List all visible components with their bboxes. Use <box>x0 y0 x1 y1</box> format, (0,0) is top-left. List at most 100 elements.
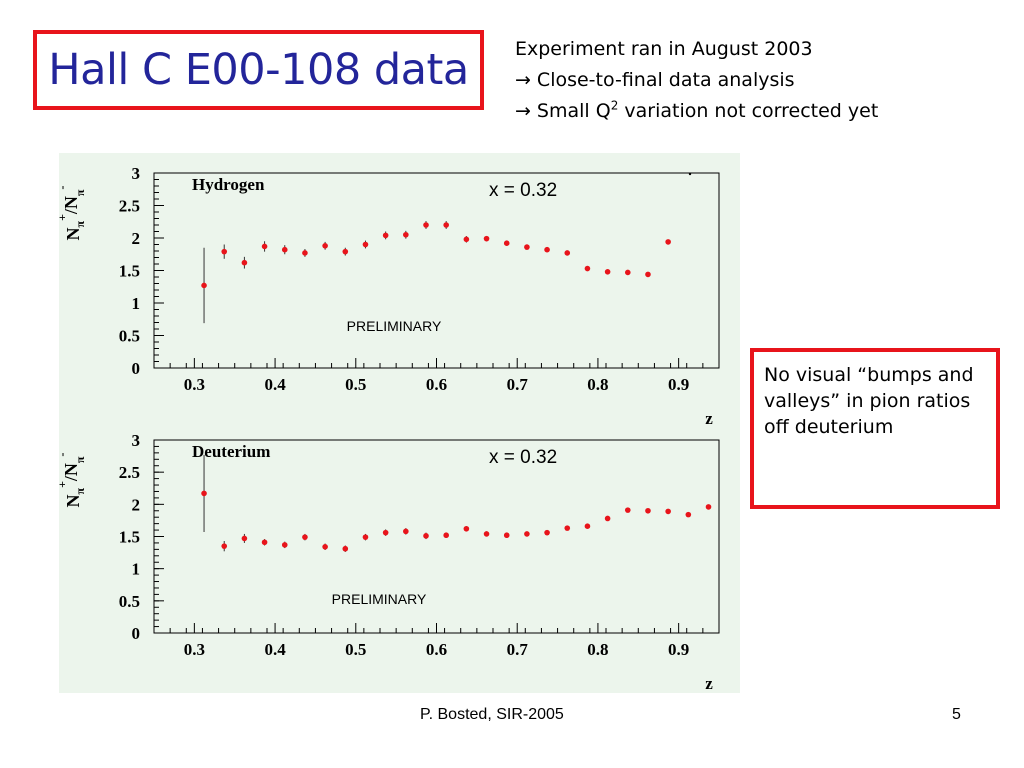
data-point <box>604 515 611 522</box>
data-point <box>705 504 712 510</box>
y-axis-label-part: - <box>59 453 69 457</box>
data-point <box>685 511 692 518</box>
data-point <box>524 244 530 250</box>
data-point <box>645 271 651 278</box>
data-point <box>342 545 349 552</box>
data-point <box>604 269 611 275</box>
y-axis-label-part: π <box>73 189 87 196</box>
data-point <box>645 507 651 514</box>
data-point <box>261 243 268 250</box>
plots-svg: 00.511.522.530.30.40.50.60.70.80.9zNπ+/N… <box>55 164 720 693</box>
data-point <box>281 542 288 548</box>
y-tick-label: 2.5 <box>119 197 140 216</box>
data-point <box>665 508 671 515</box>
plot-area: 00.511.522.530.30.40.50.60.70.80.9zNπ+/N… <box>55 153 740 693</box>
x-value-annotation: x = 0.32 <box>489 447 557 468</box>
data-point <box>443 222 449 228</box>
x-tick-label: 0.5 <box>345 640 366 659</box>
data-point <box>443 532 449 539</box>
chart-panel-deuterium: 0 0.5 1 1.5 2 2.5 3 0.3 0.4 0.5 0.6 0.7 0.8 0.9 z Nπ +/N… <box>55 431 720 693</box>
data-point <box>483 531 490 537</box>
data-point <box>241 535 248 542</box>
y-tick-label: 1.5 <box>119 528 140 547</box>
y-tick-label: 1 <box>132 560 141 579</box>
page-number: 5 <box>952 706 961 723</box>
x-value-annotation: x = 0.32 <box>489 180 557 201</box>
preliminary-watermark: PRELIMINARY <box>347 318 442 334</box>
x-tick-label: 0.8 <box>587 375 608 394</box>
data-point <box>302 250 308 256</box>
data-point <box>322 243 328 249</box>
note-text-3b: variation not corrected yet <box>618 100 879 122</box>
data-point <box>403 231 409 238</box>
note-line-2: → Close-to-final data analysis <box>515 65 878 96</box>
x-tick-label: 0.3 <box>184 640 205 659</box>
preliminary-watermark: PRELIMINARY <box>332 591 427 607</box>
y-axis-label: Nπ+/Nπ- <box>59 453 87 508</box>
data-point <box>463 236 470 243</box>
data-point <box>503 532 510 539</box>
data-point <box>503 240 510 246</box>
data-point <box>624 507 631 513</box>
chart-panel-hydrogen: 0 0.5 1 1.5 2 2.5 3 0.3 0.4 0.5 0.6 0.7 0.8 0.9 z Nπ +/N… <box>55 164 720 428</box>
note-text-3a: Small Q <box>536 100 611 122</box>
y-axis-label-part: π <box>73 456 87 463</box>
stray-mark <box>688 172 692 176</box>
data-point <box>342 248 349 255</box>
data-point <box>665 239 671 245</box>
note-text-1: Experiment ran in August 2003 <box>515 38 813 60</box>
data-point <box>221 248 228 255</box>
y-axis-label-part: π <box>73 488 87 495</box>
x-tick-label: 0.6 <box>426 375 447 394</box>
data-point <box>382 529 389 536</box>
plot-frame <box>153 172 720 369</box>
x-tick-label: 0.3 <box>184 375 205 394</box>
data-point <box>281 246 288 253</box>
data-point <box>584 523 591 530</box>
x-tick-label: 0.6 <box>426 640 447 659</box>
panel-label: Hydrogen <box>192 175 265 194</box>
y-axis-label-part: + <box>59 481 69 488</box>
x-tick-label: 0.7 <box>507 640 529 659</box>
data-point <box>544 246 550 253</box>
x-tick-label: 0.9 <box>668 640 689 659</box>
y-axis-label-part: - <box>59 186 69 190</box>
callout-box: No visual “bumps and valleys” in pion ra… <box>750 348 1000 509</box>
y-axis-label-part: N <box>63 495 83 508</box>
data-point <box>221 543 228 549</box>
x-tick-label: 0.5 <box>345 375 366 394</box>
data-point <box>382 232 389 239</box>
y-axis-label: Nπ+/Nπ- <box>59 186 87 241</box>
data-point <box>564 525 571 531</box>
y-tick-label: 1 <box>132 294 141 313</box>
data-point <box>564 250 571 256</box>
y-tick-label: 3 <box>132 431 141 450</box>
right-arrow-icon: → <box>515 69 531 91</box>
y-axis-label-part: /N <box>61 463 81 482</box>
y-axis-label-part: /N <box>61 196 81 215</box>
data-point <box>261 539 268 546</box>
data-point <box>524 531 530 537</box>
data-point <box>201 490 207 497</box>
x-axis-label: z <box>705 409 713 428</box>
note-line-1: Experiment ran in August 2003 <box>515 34 878 65</box>
data-point <box>403 528 409 535</box>
y-axis-label-part: + <box>59 214 69 221</box>
right-arrow-icon: → <box>515 100 531 122</box>
data-point <box>302 534 308 540</box>
data-point <box>463 525 470 532</box>
y-tick-label: 2.5 <box>119 463 140 482</box>
y-tick-label: 0 <box>132 359 141 378</box>
x-tick-label: 0.4 <box>264 640 286 659</box>
x-tick-label: 0.7 <box>507 375 529 394</box>
slide-title: Hall C E00-108 data <box>48 45 469 95</box>
y-axis-label-part: N <box>63 228 83 241</box>
data-point <box>362 534 369 540</box>
data-point <box>544 529 550 536</box>
note-text-2: Close-to-final data analysis <box>536 69 795 91</box>
callout-text: No visual “bumps and valleys” in pion ra… <box>764 364 974 438</box>
notes-block: Experiment ran in August 2003 → Close-to-… <box>515 34 878 127</box>
note-superscript: 2 <box>610 98 619 113</box>
data-point <box>322 543 328 550</box>
y-tick-label: 1.5 <box>119 262 140 281</box>
